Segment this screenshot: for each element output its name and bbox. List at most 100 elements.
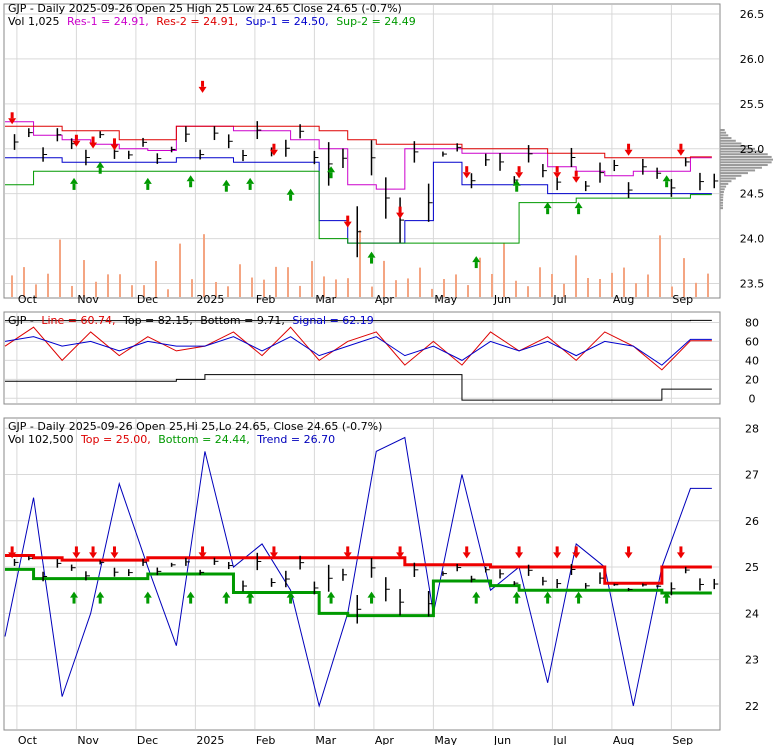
down-arrow xyxy=(396,206,405,219)
xtick-label: Aug xyxy=(613,734,634,745)
trend-ytick-label: 25 xyxy=(745,561,759,574)
xtick-label: Oct xyxy=(18,734,38,745)
trend-down-arrow-head xyxy=(72,552,81,559)
up-arrow xyxy=(96,161,105,174)
trend-up-arrow-shaft xyxy=(370,597,374,604)
trend-bottom-label: Bottom = 24.44, xyxy=(158,433,250,446)
volume-bar xyxy=(419,267,421,297)
up-arrow-shaft xyxy=(665,181,669,188)
price-ytick-label: 24.5 xyxy=(740,188,765,201)
volume-bar xyxy=(239,264,241,297)
up-arrow-shaft xyxy=(577,208,581,215)
trend-down-arrow xyxy=(89,546,98,559)
volume-bar xyxy=(35,284,37,297)
trend-down-arrow xyxy=(8,546,17,559)
profile-bar xyxy=(720,131,727,134)
down-arrow-shaft xyxy=(201,80,205,87)
profile-bar xyxy=(720,199,724,202)
trend-down-arrow-head xyxy=(8,552,17,559)
trend-up-arrow-head xyxy=(143,591,152,598)
volume-bar xyxy=(179,243,181,297)
up-arrow-head xyxy=(472,256,481,263)
profile-bar xyxy=(720,161,772,164)
xtick-label: Jul xyxy=(552,734,566,745)
up-arrow-shaft xyxy=(72,183,76,190)
trend-down-arrow xyxy=(676,546,685,559)
down-arrow-head xyxy=(462,172,471,179)
trend-up-arrow-head xyxy=(512,591,521,598)
trend-series-trend xyxy=(4,436,712,708)
profile-bar xyxy=(720,158,773,161)
volume-bar xyxy=(275,266,277,297)
volume-bar xyxy=(167,289,169,297)
xtick-label: 2025 xyxy=(196,734,224,745)
trend-down-arrow xyxy=(396,546,405,559)
up-arrow-shaft xyxy=(289,194,293,201)
volume-bar xyxy=(539,267,541,297)
trend-up-arrow-head xyxy=(286,591,295,598)
price-header-main: GJP - Daily 2025-09-26 Open 25 High 25 L… xyxy=(8,2,402,15)
down-arrow-head xyxy=(72,140,81,147)
trend-up-arrow xyxy=(574,591,583,604)
volume-bar xyxy=(107,274,109,297)
trend-up-arrow-shaft xyxy=(546,597,550,604)
trend-up-arrow xyxy=(367,591,376,604)
volume-bar xyxy=(707,273,709,297)
trend-up-arrow-shaft xyxy=(224,597,228,604)
trend-up-arrow-shaft xyxy=(329,597,333,604)
down-arrow-shaft xyxy=(465,166,469,173)
xtick-label: Apr xyxy=(375,293,395,306)
down-arrow-shaft xyxy=(517,166,521,173)
down-arrow-shaft xyxy=(112,138,116,145)
volume-bar xyxy=(551,274,553,297)
profile-bar xyxy=(720,150,762,153)
trend-up-arrow-head xyxy=(186,591,195,598)
volume-bar xyxy=(515,280,517,297)
trend-down-arrow-shaft xyxy=(398,546,402,553)
volume-bar xyxy=(251,277,253,297)
trend-up-arrow-shaft xyxy=(515,597,519,604)
res1-label: Res-1 = 24.91, xyxy=(67,15,149,28)
osc-top-label: Top = 82.15, xyxy=(122,314,193,327)
volume-bar xyxy=(599,279,601,297)
trend-up-arrow-shaft xyxy=(665,597,669,604)
trend-up-arrow xyxy=(472,591,481,604)
trend-series-top xyxy=(5,553,712,585)
trend-down-arrow xyxy=(110,546,119,559)
down-arrow xyxy=(624,143,633,156)
down-arrow-head xyxy=(572,176,581,183)
volume-bar xyxy=(95,281,97,297)
xtick-label: Mar xyxy=(315,734,336,745)
up-arrow xyxy=(327,166,336,179)
xtick-label: Nov xyxy=(77,293,99,306)
trend-down-arrow-shaft xyxy=(201,546,205,553)
trend-down-arrow-shaft xyxy=(346,546,350,553)
profile-bar xyxy=(720,201,724,204)
up-arrow xyxy=(512,179,521,192)
trend-up-arrow-head xyxy=(367,591,376,598)
up-arrow-shaft xyxy=(248,183,252,190)
trend-up-arrow xyxy=(246,591,255,604)
up-arrow-head xyxy=(367,251,376,258)
profile-bar xyxy=(720,188,725,191)
signal-arrows xyxy=(8,80,685,604)
up-arrow xyxy=(472,256,481,269)
trend-series-bottom xyxy=(5,567,712,618)
trend-down-arrow-shaft xyxy=(679,546,683,553)
volume-bar xyxy=(563,283,565,297)
volume-bar xyxy=(695,282,697,297)
price-ytick-label: 23.5 xyxy=(740,278,765,291)
series-lines xyxy=(4,121,712,708)
up-arrow xyxy=(662,175,671,188)
profile-bar xyxy=(720,128,725,131)
profile-bar xyxy=(720,193,724,196)
up-arrow-head xyxy=(222,179,231,186)
xtick-label: Feb xyxy=(256,734,275,745)
volume-bar xyxy=(215,281,217,297)
up-arrow-head xyxy=(70,177,79,184)
profile-bar xyxy=(720,155,772,158)
volume-bar xyxy=(287,267,289,297)
profile-bar xyxy=(720,153,768,156)
price-legend: Vol 1,025 Res-1 = 24.91, Res-2 = 24.91, … xyxy=(8,15,416,28)
osc-bottom-label: Bottom = 9.71, xyxy=(200,314,285,327)
